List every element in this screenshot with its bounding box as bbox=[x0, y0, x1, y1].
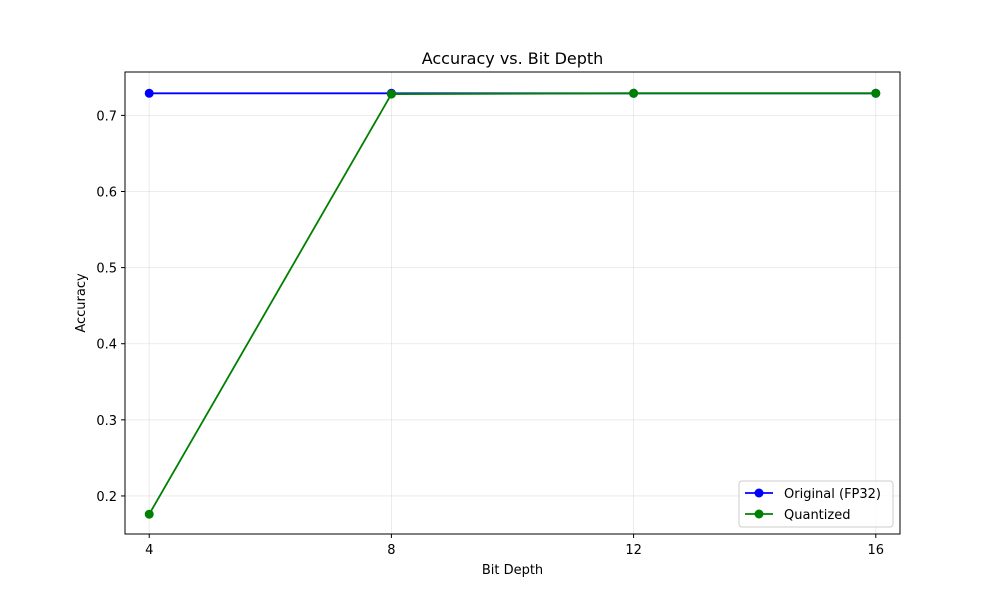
y-tick-label: 0.6 bbox=[96, 185, 117, 200]
legend-label: Quantized bbox=[784, 508, 850, 523]
y-tick-label: 0.2 bbox=[96, 490, 117, 505]
axis-ticks: 4 8 12 16 0.2 0.3 0.4 0.5 0.6 0.7 bbox=[96, 109, 884, 558]
legend: Original (FP32) Quantized bbox=[738, 480, 894, 528]
x-axis-label: Bit Depth bbox=[482, 563, 543, 578]
series-line bbox=[148, 92, 876, 515]
data-point bbox=[871, 88, 881, 98]
y-tick-label: 0.5 bbox=[96, 262, 117, 277]
legend-marker bbox=[754, 509, 764, 519]
y-axis-label: Accuracy bbox=[74, 273, 89, 333]
data-point bbox=[629, 88, 639, 98]
legend-item: Original (FP32) bbox=[745, 487, 881, 502]
x-tick-label: 8 bbox=[387, 543, 395, 558]
x-tick-label: 12 bbox=[625, 543, 642, 558]
plot-frame bbox=[124, 71, 901, 535]
legend-item: Quantized bbox=[745, 508, 850, 523]
series-layer bbox=[144, 88, 881, 519]
y-tick-label: 0.3 bbox=[96, 414, 117, 429]
y-tick-label: 0.7 bbox=[96, 109, 117, 124]
x-tick-label: 16 bbox=[868, 543, 885, 558]
legend-marker bbox=[754, 488, 764, 498]
grid bbox=[125, 72, 900, 534]
series-1 bbox=[144, 88, 881, 519]
data-point bbox=[144, 88, 154, 98]
chart-title: Accuracy vs. Bit Depth bbox=[422, 49, 604, 68]
x-tick-label: 4 bbox=[145, 543, 153, 558]
legend-label: Original (FP32) bbox=[784, 487, 881, 502]
data-point bbox=[386, 89, 396, 99]
legend-box bbox=[738, 480, 894, 528]
data-point bbox=[144, 509, 154, 519]
y-tick-label: 0.4 bbox=[96, 338, 117, 353]
